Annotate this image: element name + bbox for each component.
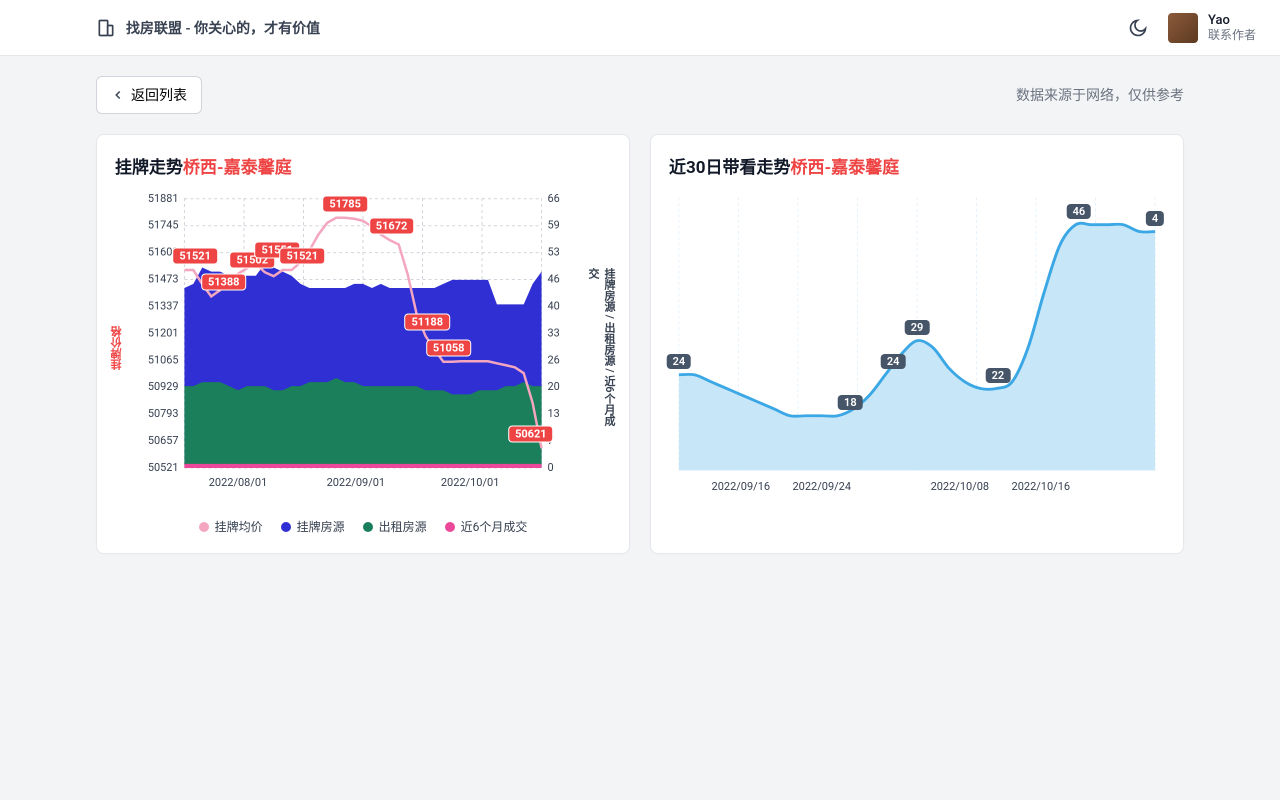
visit-badge: 18 — [838, 395, 863, 410]
user-sub: 联系作者 — [1208, 28, 1256, 42]
svg-text:51201: 51201 — [148, 326, 179, 339]
chart1-x-tick: 2022/10/01 — [441, 476, 500, 489]
visit-badge: 22 — [986, 368, 1011, 383]
visit-badge: 46 — [1067, 204, 1092, 219]
visit-badge: 24 — [881, 354, 906, 369]
chart2-x-tick: 2022/09/16 — [712, 480, 771, 493]
visit-badge: 24 — [667, 354, 692, 369]
legend-dot — [281, 522, 291, 532]
avatar — [1168, 13, 1198, 43]
price-badge: 51058 — [426, 339, 472, 356]
svg-text:20: 20 — [548, 380, 560, 393]
visit-badge: 4 — [1146, 211, 1164, 226]
svg-text:51473: 51473 — [148, 273, 179, 286]
brand-icon — [96, 18, 116, 38]
visit-badge: 29 — [905, 320, 930, 335]
price-badge: 51672 — [369, 218, 415, 235]
svg-text:66: 66 — [548, 192, 560, 205]
legend-item[interactable]: 出租房源 — [363, 518, 427, 535]
legend-label: 近6个月成交 — [461, 518, 528, 535]
legend-dot — [199, 522, 209, 532]
card1-title: 挂牌走势桥西-嘉泰馨庭 — [115, 153, 611, 178]
svg-text:46: 46 — [548, 273, 560, 286]
chart2-x-tick: 2022/09/24 — [792, 480, 851, 493]
svg-text:50793: 50793 — [148, 407, 179, 420]
price-badge: 51188 — [405, 313, 451, 330]
svg-text:51745: 51745 — [148, 219, 179, 232]
svg-text:59: 59 — [548, 219, 560, 232]
y-left-axis-label: 挂牌价格 — [109, 326, 125, 370]
price-badge: 51521 — [280, 248, 326, 265]
price-badge: 51388 — [201, 274, 247, 291]
svg-text:33: 33 — [548, 326, 560, 339]
svg-text:50521: 50521 — [148, 461, 179, 474]
theme-toggle-icon[interactable] — [1128, 18, 1148, 38]
chevron-left-icon — [111, 88, 125, 102]
svg-text:50929: 50929 — [148, 380, 179, 393]
user-name: Yao — [1208, 13, 1256, 29]
brand-title: 找房联盟 - 你关心的，才有价值 — [126, 18, 320, 38]
listing-trend-chart: 挂牌价格 挂牌房源 / 出租房源 / 近6个月成交 50521050657750… — [115, 188, 611, 508]
y-right-axis-label: 挂牌房源 / 出租房源 / 近6个月成交 — [585, 268, 617, 428]
svg-text:26: 26 — [548, 353, 560, 366]
svg-text:53: 53 — [548, 246, 560, 259]
svg-text:0: 0 — [548, 461, 554, 474]
chart2-x-tick: 2022/10/16 — [1012, 480, 1071, 493]
chart1-x-tick: 2022/08/01 — [209, 476, 268, 489]
disclaimer-text: 数据来源于网络，仅供参考 — [1016, 85, 1184, 105]
price-badge: 50621 — [508, 426, 554, 443]
legend-item[interactable]: 近6个月成交 — [445, 518, 528, 535]
back-button[interactable]: 返回列表 — [96, 76, 202, 114]
visit-trend-chart: 2022/09/16 2022/09/24 2022/10/08 2022/10/16… — [669, 188, 1165, 508]
listing-trend-card: 挂牌走势桥西-嘉泰馨庭 挂牌价格 挂牌房源 / 出租房源 / 近6个月成交 50… — [96, 134, 630, 554]
legend-item[interactable]: 挂牌均价 — [199, 518, 263, 535]
user-block[interactable]: Yao 联系作者 — [1168, 13, 1256, 43]
chart1-legend: 挂牌均价 挂牌房源 出租房源 近6个月成交 — [115, 518, 611, 535]
svg-text:51337: 51337 — [148, 299, 179, 312]
back-button-label: 返回列表 — [131, 85, 187, 105]
brand: 找房联盟 - 你关心的，才有价值 — [96, 18, 320, 38]
legend-label: 出租房源 — [379, 518, 427, 535]
legend-label: 挂牌均价 — [215, 518, 263, 535]
chart2-x-tick: 2022/10/08 — [931, 480, 990, 493]
topbar: 找房联盟 - 你关心的，才有价值 Yao 联系作者 — [0, 0, 1280, 56]
svg-text:13: 13 — [548, 407, 560, 420]
chart1-x-tick: 2022/09/01 — [327, 476, 386, 489]
svg-text:40: 40 — [548, 299, 560, 312]
legend-dot — [363, 522, 373, 532]
svg-text:51065: 51065 — [148, 353, 179, 366]
visit-trend-card: 近30日带看走势桥西-嘉泰馨庭 2022/09/162022/09/242022… — [650, 134, 1184, 554]
legend-label: 挂牌房源 — [297, 518, 345, 535]
card2-title: 近30日带看走势桥西-嘉泰馨庭 — [669, 153, 1165, 178]
price-badge: 51521 — [172, 248, 218, 265]
legend-dot — [445, 522, 455, 532]
svg-text:50657: 50657 — [148, 434, 179, 447]
price-badge: 51785 — [322, 195, 368, 212]
legend-item[interactable]: 挂牌房源 — [281, 518, 345, 535]
svg-text:51881: 51881 — [148, 192, 179, 205]
